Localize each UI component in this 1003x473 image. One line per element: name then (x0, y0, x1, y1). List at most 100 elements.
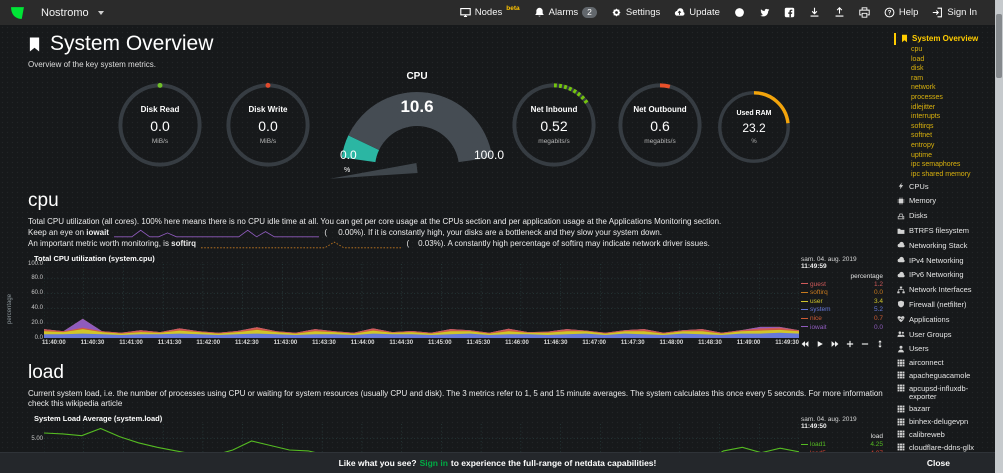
bell-icon (534, 7, 545, 18)
signin-icon (932, 7, 943, 18)
user-icon (897, 345, 905, 353)
zoom-in-button[interactable] (846, 340, 854, 348)
facebook-button[interactable] (784, 7, 795, 18)
cpu-desc-line3: An important metric worth monitoring, is… (28, 238, 710, 248)
signin-button[interactable]: Sign In (932, 7, 977, 18)
load-chart-plot[interactable] (44, 424, 799, 452)
cpu-legend-guest[interactable]: guest 1.2 (801, 281, 883, 290)
sidebar-item-memory[interactable]: Memory (894, 194, 993, 209)
xtick: 11:46:00 (505, 339, 529, 346)
sidebar-item-softnet[interactable]: softnet (911, 132, 933, 140)
sidebar-item-airconnect[interactable]: airconnect (894, 357, 993, 370)
load-section-heading: load (28, 361, 64, 383)
load-chart-title: System Load Average (system.load) (34, 414, 163, 424)
page-scrollbar[interactable] (995, 0, 1003, 473)
import-snapshot-button[interactable] (809, 7, 820, 18)
xtick: 11:47:30 (620, 339, 645, 346)
grid-icon (897, 384, 905, 392)
load-series-load1 (44, 428, 799, 452)
sidebar-item-cpus[interactable]: CPUs (894, 179, 993, 194)
play-button[interactable] (816, 340, 824, 348)
series-color-dash (801, 283, 808, 285)
bookmark-icon (901, 34, 908, 43)
sidebar-item-ipv6-networking[interactable]: IPv6 Networking (894, 268, 993, 283)
sidebar-item-uptime[interactable]: uptime (911, 151, 933, 159)
sidebar-item-ram[interactable]: ram (911, 74, 924, 82)
pan-backward-button[interactable] (801, 340, 809, 348)
twitter-button[interactable] (759, 7, 770, 18)
alarms-count-badge: 2 (582, 7, 597, 18)
sidebar-item-load[interactable]: load (911, 55, 925, 63)
sidebar-item-network-interfaces[interactable]: Network Interfaces (894, 283, 993, 298)
alarms-button[interactable]: Alarms 2 (534, 7, 597, 18)
banner-signin-link[interactable]: Sign in (419, 458, 448, 468)
grid-icon (897, 430, 905, 438)
sidebar-item-softirqs[interactable]: softirqs (911, 122, 934, 130)
cpu-chart-xaxis: 11:40:00 11:40:30 11:41:00 11:41:30 11:42:00… (42, 340, 799, 346)
twitter-icon (759, 7, 770, 18)
sidebar-item-applications[interactable]: Applications (894, 312, 993, 327)
sidebar-item-bazarr[interactable]: bazarr (894, 403, 993, 416)
resize-handle[interactable] (876, 340, 884, 348)
facebook-icon (784, 7, 795, 18)
sidebar-item-apcupsd-influxdb-exporter[interactable]: apcupsd-influxdb-exporter (894, 382, 993, 403)
sidebar-item-ipc-semaphores[interactable]: ipc semaphores (911, 161, 961, 169)
cloud-icon (897, 256, 905, 264)
sidebar-item-cpu[interactable]: cpu (911, 46, 923, 53)
xtick: 11:42:30 (234, 339, 259, 346)
update-button[interactable]: Update (674, 7, 720, 18)
sidebar-item-processes[interactable]: processes (911, 93, 943, 101)
scrollbar-thumb[interactable] (996, 14, 1002, 78)
close-banner-button[interactable]: Close (927, 458, 963, 468)
sidebar-item-disk[interactable]: disk (911, 65, 924, 73)
print-button[interactable] (859, 7, 870, 18)
xtick: 11:42:00 (196, 339, 221, 346)
sidebar-item-calibreweb[interactable]: calibreweb (894, 429, 993, 442)
github-button[interactable] (734, 7, 745, 18)
sidebar-item-system-overview[interactable]: System Overview (894, 33, 993, 45)
pan-forward-button[interactable] (831, 340, 839, 348)
cpu-legend-system[interactable]: system 5.2 (801, 306, 883, 315)
xtick: 11:43:00 (273, 339, 298, 346)
sidebar-item-cloudflare-ddns-gllx[interactable]: cloudflare-ddns-gllx (894, 441, 993, 454)
load-section-description: Current system load, i.e. the number of … (28, 388, 883, 409)
sidebar-item-ipv4-networking[interactable]: IPv4 Networking (894, 253, 993, 268)
sidebar-item-networking-stack[interactable]: Networking Stack (894, 238, 993, 253)
cpu-desc-line2: Keep an eye on iowait ( 0.00%). If it is… (28, 227, 662, 238)
used-ram-gauge: Used RAM 23.2 % (716, 89, 792, 165)
cloud-icon (897, 241, 905, 249)
banner-text-post: to experience the full-range of netdata … (450, 458, 657, 468)
cpu-legend-softirq[interactable]: softirq 0.0 (801, 289, 883, 298)
cpu-legend-nice[interactable]: nice 0.7 (801, 315, 883, 324)
settings-button[interactable]: Settings (611, 7, 660, 18)
cpu-chart-ylabel: percentage (7, 293, 13, 324)
sidebar-item-binhex-delugevpn[interactable]: binhex-delugevpn (894, 416, 993, 429)
zoom-out-button[interactable] (861, 340, 869, 348)
sidebar-item-apacheguacamole[interactable]: apacheguacamole (894, 369, 993, 382)
cpu-section-description: Total CPU utilization (all cores). 100% … (28, 217, 889, 250)
cpu-chart-plot[interactable] (44, 263, 799, 338)
help-button[interactable]: Help (884, 7, 918, 18)
sidebar-item-firewall-netfilter[interactable]: Firewall (netfilter) (894, 298, 993, 313)
grid-icon (897, 405, 905, 413)
sidebar-item-idlejitter[interactable]: idlejitter (911, 103, 936, 111)
cpu-legend-iowait[interactable]: iowait 0.0 (801, 324, 883, 333)
node-selector[interactable]: Nostromo (41, 7, 104, 19)
sidebar-item-users[interactable]: Users (894, 342, 993, 357)
load-chart-legend: sam. 04. aug. 2019 11:49:50 load load1 4.… (801, 416, 883, 452)
nodes-button[interactable]: Nodes beta (460, 5, 520, 18)
sidebar-item-ipc-shared-memory[interactable]: ipc shared memory (911, 170, 971, 178)
sidebar-item-disks[interactable]: Disks (894, 209, 993, 224)
ytick: 0.0 (34, 334, 43, 341)
sidebar-item-interrupts[interactable]: interrupts (911, 113, 941, 121)
sidebar-item-btrfs-filesystem[interactable]: BTRFS filesystem (894, 224, 993, 239)
shield-icon (897, 300, 905, 308)
sidebar-item-network[interactable]: network (911, 84, 936, 92)
sidebar-item-entropy[interactable]: entropy (911, 141, 935, 149)
sidebar-item-user-groups[interactable]: User Groups (894, 327, 993, 342)
export-snapshot-button[interactable] (834, 7, 845, 18)
cpu-legend-user[interactable]: user 3.4 (801, 298, 883, 307)
load-legend-load1[interactable]: load1 4.25 (801, 441, 883, 450)
page-subtitle: Overview of the key system metrics. (28, 60, 157, 69)
load-legend-load5[interactable]: load54.07 (801, 450, 883, 452)
